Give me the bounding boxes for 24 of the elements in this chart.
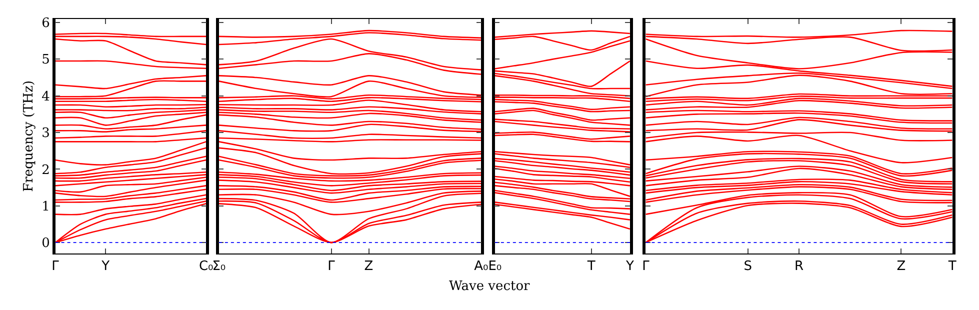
x-tick-label: Γ <box>642 259 650 274</box>
x-tick-label: E₀ <box>488 259 502 274</box>
x-tick-label: R <box>794 259 804 274</box>
x-tick-label: A₀ <box>474 259 488 274</box>
x-tick-label: S <box>744 259 752 274</box>
y-tick-label: 1 <box>42 199 50 214</box>
x-tick-label: Z <box>364 259 374 274</box>
x-tick-label: T <box>947 259 956 274</box>
y-tick-label: 3 <box>42 126 50 142</box>
y-tick-label: 0 <box>42 236 50 252</box>
x-tick-label: C₀ <box>198 259 214 274</box>
x-tick-label: Y <box>100 259 110 274</box>
x-axis-title: Wave vector <box>449 279 531 294</box>
x-tick-label: Z <box>896 259 906 274</box>
y-tick-label: 4 <box>42 89 50 104</box>
y-tick-label: 5 <box>42 52 50 68</box>
y-tick-label: 6 <box>42 16 50 32</box>
y-tick-label: 2 <box>42 162 50 178</box>
x-tick-label: Γ <box>328 259 336 274</box>
y-axis-title: Frequency (THz) <box>22 80 37 192</box>
x-tick-label: Σ₀ <box>212 259 226 274</box>
x-tick-label: Y <box>624 259 634 274</box>
x-tick-label: T <box>586 259 596 274</box>
x-tick-label: Γ <box>52 259 60 274</box>
